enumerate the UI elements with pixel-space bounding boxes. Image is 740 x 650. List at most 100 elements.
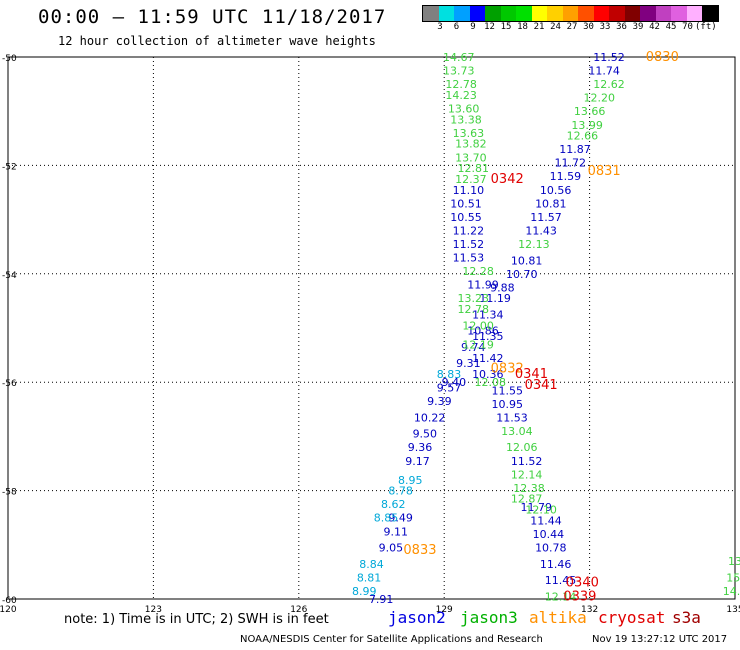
color-scale-tick: (ft) xyxy=(695,22,717,32)
wave-height-label: 12.87 xyxy=(511,493,543,506)
generation-timestamp: Nov 19 13:27:12 UTC 2017 xyxy=(592,634,728,645)
lon-tick-label: 126 xyxy=(290,605,307,615)
wave-height-label: 13.99 xyxy=(571,119,603,132)
lat-tick-label: -60 xyxy=(2,596,17,606)
wave-height-label: 11.22 xyxy=(453,224,485,237)
color-scale-tick: 3 xyxy=(437,22,443,32)
wave-height-label: 11.99 xyxy=(467,279,499,292)
wave-height-label: 9.50 xyxy=(413,428,438,441)
wave-height-label: 13.70 xyxy=(455,151,487,164)
color-scale-tick: 42 xyxy=(649,22,660,32)
wave-height-label: 0339 xyxy=(563,589,596,604)
wave-height-label: 8.78 xyxy=(388,485,413,498)
wave-height-label: 8.84 xyxy=(359,558,384,571)
wave-height-label: 10.55 xyxy=(450,211,482,224)
wave-height-label: 13.04 xyxy=(501,425,533,438)
wave-height-label: 0830 xyxy=(646,50,679,65)
wave-height-label: 0833 xyxy=(403,543,436,558)
wave-height-label: 9.05 xyxy=(379,542,404,555)
wave-height-label: 0832 xyxy=(491,362,524,377)
wave-height-label: 9.49 xyxy=(388,512,413,525)
footer-credit: NOAA/NESDIS Center for Satellite Applica… xyxy=(240,634,543,645)
lon-tick-label: 129 xyxy=(436,605,453,615)
wave-height-label: 11.10 xyxy=(453,184,485,197)
wave-height-label: 8.83 xyxy=(437,368,462,381)
wave-height-label: 11.53 xyxy=(496,411,528,424)
wave-height-label: 10.36 xyxy=(472,368,504,381)
wave-height-label: 8.85 xyxy=(374,512,399,525)
color-scale-tick: 24 xyxy=(550,22,561,32)
color-scale-tick: 36 xyxy=(616,22,627,32)
wave-height-label: 11.53 xyxy=(453,252,485,265)
wave-height-label: 8.95 xyxy=(398,474,423,487)
lat-tick-label: -56 xyxy=(2,379,17,389)
wave-height-label: 12.19 xyxy=(462,338,494,351)
wave-height-label: 10.22 xyxy=(414,411,446,424)
wave-height-label: 12.37 xyxy=(455,173,487,186)
wave-height-label: 13.63 xyxy=(453,127,485,140)
lon-tick-label: 120 xyxy=(0,605,17,615)
wave-height-label: 9.39 xyxy=(427,395,452,408)
color-swatch xyxy=(578,6,594,21)
wave-height-label: 12.08 xyxy=(474,376,506,389)
color-scale-tick: 6 xyxy=(453,22,460,32)
lon-tick-label: 132 xyxy=(581,605,598,615)
wave-height-label: 14.67 xyxy=(443,51,475,64)
wave-height-label: 9.74 xyxy=(461,341,486,354)
color-swatch xyxy=(500,6,516,21)
legend-entry-s3a: s3a xyxy=(672,608,701,627)
color-swatch xyxy=(686,6,702,21)
wave-height-label: 14.23 xyxy=(445,89,477,102)
wave-height-label: 11.42 xyxy=(472,352,504,365)
wave-height-label: 12.38 xyxy=(513,482,545,495)
wave-height-label: 11.72 xyxy=(554,157,586,170)
color-scale-tick: 9 xyxy=(470,22,476,32)
wave-height-label: 9.40 xyxy=(442,376,467,389)
color-swatch xyxy=(531,6,547,21)
color-scale-tick: 27 xyxy=(566,22,578,32)
wave-height-label: 12.66 xyxy=(567,130,599,143)
wave-height-label: 11.79 xyxy=(521,501,553,514)
color-scale-tick: 39 xyxy=(632,22,644,32)
units-note: note: 1) Time is in UTC; 2) SWH is in fe… xyxy=(64,612,329,627)
color-swatch xyxy=(469,6,485,21)
wave-height-label: 13.66 xyxy=(574,105,606,118)
color-swatch xyxy=(640,6,656,21)
color-scale-tick: 18 xyxy=(517,22,528,32)
legend-entry-jason3: jason3 xyxy=(460,608,518,627)
wave-height-label: 0342 xyxy=(491,172,524,187)
wave-height-label: 10.81 xyxy=(535,197,567,210)
wave-height-label: 10.51 xyxy=(450,197,482,210)
lat-tick-label: -52 xyxy=(2,162,17,172)
wave-height-label: 13 xyxy=(728,555,740,568)
wave-height-label: 8.62 xyxy=(381,498,406,511)
wave-height-label: 9.17 xyxy=(405,455,430,468)
lon-tick-label: 135 xyxy=(726,605,740,615)
wave-height-label: 0831 xyxy=(588,164,621,179)
wave-height-label: 11.52 xyxy=(593,51,625,64)
color-scale-tick: 70 xyxy=(682,22,693,32)
wave-height-label: 11.52 xyxy=(511,455,543,468)
lat-tick-label: -58 xyxy=(2,488,17,498)
wave-height-label: 13.23 xyxy=(458,292,490,305)
map-subtitle: 12 hour collection of altimeter wave hei… xyxy=(58,34,376,48)
wave-height-label: 13.38 xyxy=(450,113,482,126)
color-scale-tick: 21 xyxy=(533,22,545,32)
color-swatch xyxy=(702,6,718,21)
wave-height-label: 10.44 xyxy=(533,528,565,541)
wave-height-label: 11.87 xyxy=(559,143,591,156)
color-swatch xyxy=(438,6,454,21)
wave-height-label: 12.81 xyxy=(458,162,490,175)
wave-height-label: 11.55 xyxy=(491,384,523,397)
wave-height-label: 9.11 xyxy=(383,525,408,538)
lat-tick-label: -54 xyxy=(2,271,17,281)
color-swatch xyxy=(671,6,687,21)
wave-height-label: 9.31 xyxy=(456,357,481,370)
wave-height-label: 11.19 xyxy=(479,292,511,305)
wave-height-label: 12.20 xyxy=(584,92,616,105)
color-swatch xyxy=(562,6,578,21)
wave-height-label: 12.78 xyxy=(458,303,490,316)
color-scale-tick: 33 xyxy=(599,22,611,32)
wave-height-label: 13.73 xyxy=(443,65,475,78)
